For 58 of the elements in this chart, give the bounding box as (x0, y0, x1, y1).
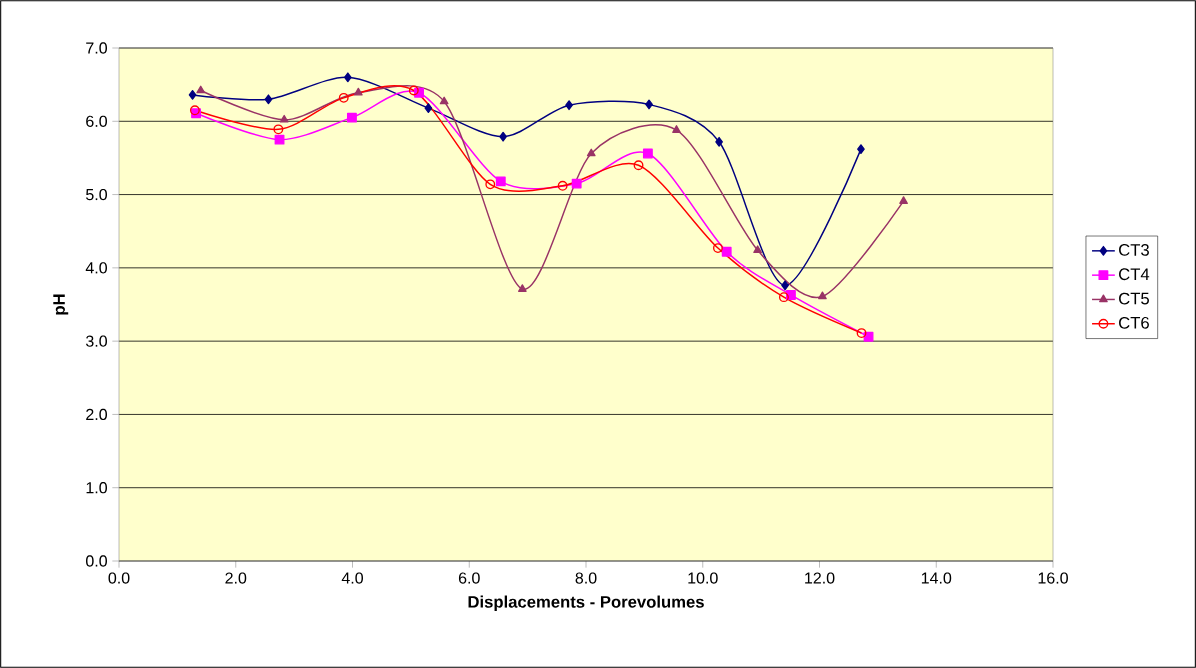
point (753, 245, 762, 254)
point (856, 328, 867, 339)
x-tick-label: 14.0 (921, 572, 952, 584)
x-tick-label: 16.0 (1038, 572, 1068, 584)
y-tick-label: 5.0 (86, 188, 107, 201)
point (818, 291, 827, 300)
point (499, 131, 507, 142)
point (338, 92, 349, 103)
x-axis-title: Displacements - Porevolumes (468, 595, 704, 612)
y-tick-label: 4.0 (85, 262, 107, 274)
y-axis-title: pH (53, 294, 69, 315)
x-tick-label: 0.0 (108, 572, 130, 584)
y-tick-label: 3.0 (85, 335, 107, 347)
point (857, 144, 865, 155)
point (274, 134, 285, 145)
x-tick-label: 8.0 (575, 572, 597, 584)
point (565, 100, 573, 111)
legend-label: CT5 (1119, 292, 1149, 305)
point (557, 180, 568, 191)
point (439, 96, 449, 105)
y-tick-label: 7.0 (86, 42, 107, 54)
point (642, 148, 653, 159)
point (188, 89, 197, 100)
legend-label: CT4 (1119, 268, 1150, 281)
point (343, 72, 352, 83)
point (424, 103, 433, 114)
point (672, 125, 681, 133)
x-tick-label: 10.0 (688, 572, 718, 584)
legend-label: CT3 (1119, 244, 1149, 256)
point (721, 246, 732, 257)
point (715, 136, 723, 147)
point (264, 94, 273, 105)
x-tick-label: 12.0 (805, 572, 835, 584)
point (633, 160, 644, 171)
legend-label: CT6 (1119, 316, 1149, 329)
point (571, 178, 582, 189)
point (485, 179, 496, 190)
point (408, 85, 419, 96)
x-tick-label: 4.0 (341, 572, 364, 584)
y-tick-label: 2.0 (86, 408, 107, 421)
y-tick-label: 0.0 (86, 555, 107, 567)
point (713, 243, 723, 254)
point (586, 148, 596, 157)
point (645, 99, 653, 110)
point (346, 112, 357, 123)
point (353, 87, 363, 96)
point (196, 85, 206, 94)
x-tick-label: 6.0 (458, 572, 480, 584)
point (279, 114, 289, 123)
point (495, 176, 506, 187)
point (273, 124, 284, 135)
point (518, 284, 527, 292)
x-tick-label: 2.0 (225, 572, 247, 584)
point (899, 196, 908, 204)
point (781, 280, 789, 291)
y-tick-label: 6.0 (86, 115, 107, 127)
point (778, 292, 789, 303)
y-tick-label: 1.0 (86, 482, 107, 494)
